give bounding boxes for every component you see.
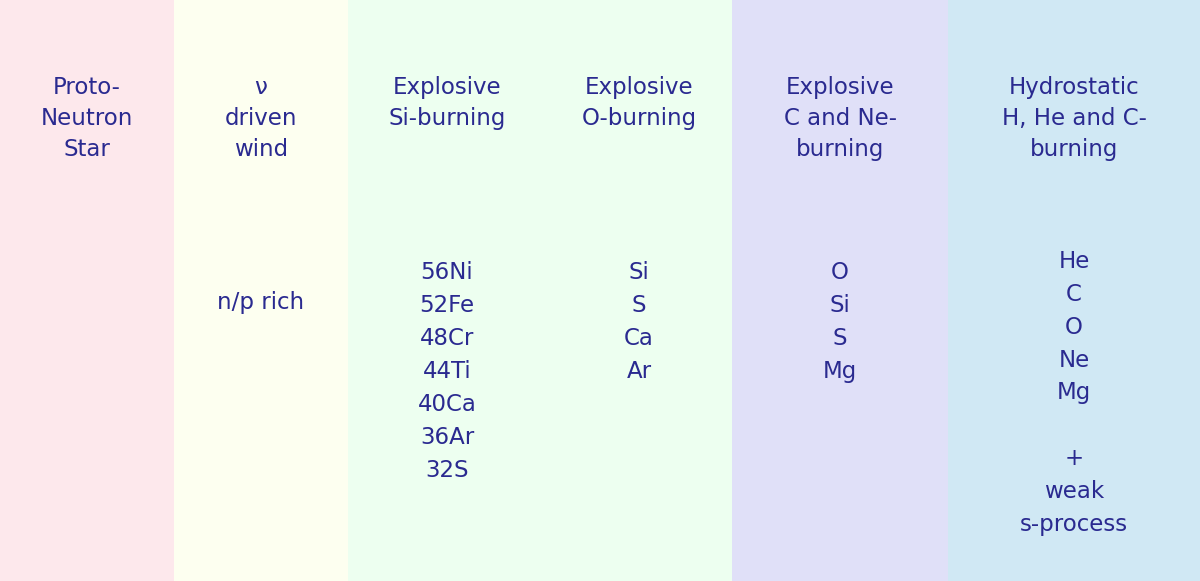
Text: He
C
O
Ne
Mg

+
weak
s-process: He C O Ne Mg + weak s-process [1020,250,1128,536]
Text: Explosive
Si-burning: Explosive Si-burning [389,76,505,130]
FancyBboxPatch shape [732,0,948,581]
Text: Si
S
Ca
Ar: Si S Ca Ar [624,261,654,383]
FancyBboxPatch shape [0,0,174,581]
Text: Hydrostatic
H, He and C-
burning: Hydrostatic H, He and C- burning [1002,76,1146,161]
Text: Proto-
Neutron
Star: Proto- Neutron Star [41,76,133,161]
Text: ν
driven
wind: ν driven wind [224,76,298,161]
Text: O
Si
S
Mg: O Si S Mg [823,261,857,383]
FancyBboxPatch shape [546,0,732,581]
Text: Explosive
O-burning: Explosive O-burning [582,76,696,130]
Text: 56Ni
52Fe
48Cr
44Ti
40Ca
36Ar
32S: 56Ni 52Fe 48Cr 44Ti 40Ca 36Ar 32S [418,261,476,482]
FancyBboxPatch shape [948,0,1200,581]
Text: Explosive
C and Ne-
burning: Explosive C and Ne- burning [784,76,896,161]
Text: n/p rich: n/p rich [217,290,305,314]
FancyBboxPatch shape [174,0,348,581]
FancyBboxPatch shape [348,0,546,581]
